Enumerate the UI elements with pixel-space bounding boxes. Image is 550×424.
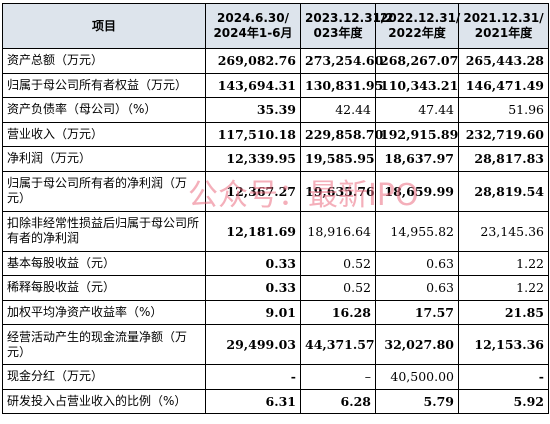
value-cell: – — [300, 364, 376, 390]
value-cell: 6.31 — [205, 388, 301, 414]
value-cell: 0.52 — [300, 250, 376, 276]
value-cell: 5.79 — [375, 388, 459, 414]
value-cell: 6.28 — [300, 388, 376, 414]
table-row: 经营活动产生的现金流量净额（万元） 29,499.03 44,371.57 32,02… — [2, 324, 549, 365]
value-cell: 17.57 — [375, 299, 459, 325]
row-label: 营业收入（万元） — [2, 121, 206, 147]
value-cell: 51.96 — [458, 97, 549, 123]
header-cell: 2021.12.31/ 2021年度 — [458, 3, 549, 49]
table-row: 基本每股收益（元） 0.33 0.52 0.63 1.22 — [2, 250, 549, 276]
value-cell: 269,082.76 — [205, 48, 301, 74]
value-cell: 146,471.49 — [458, 72, 549, 98]
value-cell: 1.22 — [458, 250, 549, 276]
value-cell: 32,027.80 — [375, 324, 459, 365]
value-cell: 42.44 — [300, 97, 376, 123]
value-cell: 12,153.36 — [458, 324, 549, 365]
row-label: 加权平均净资产收益率（%） — [2, 299, 206, 325]
header-cell: 2024.6.30/ 2024年1-6月 — [205, 3, 301, 49]
value-cell: 28,817.83 — [458, 146, 549, 172]
value-cell: 1.22 — [458, 275, 549, 301]
value-cell: 23,145.36 — [458, 210, 549, 252]
value-cell: 12,181.69 — [205, 210, 301, 252]
value-cell: 265,443.28 — [458, 48, 549, 74]
value-cell: 0.52 — [300, 275, 376, 301]
value-cell: 192,915.89 — [375, 121, 459, 147]
value-cell: 12,339.95 — [205, 146, 301, 172]
value-cell: 0.33 — [205, 275, 301, 301]
table-row: 资产总额（万元） 269,082.76 273,254.60 268,267.07 26… — [2, 48, 549, 74]
value-cell: 19,585.95 — [300, 146, 376, 172]
table-row: 稀释每股收益（元） 0.33 0.52 0.63 1.22 — [2, 275, 549, 301]
value-cell: 18,916.64 — [300, 210, 376, 252]
table-row: 资产负债率（母公司）（%） 35.39 42.44 47.44 51.96 — [2, 97, 549, 123]
table-body: 资产总额（万元） 269,082.76 273,254.60 268,267.07 26… — [2, 48, 549, 414]
value-cell: 110,343.21 — [375, 72, 459, 98]
value-cell: 40,500.00 — [375, 364, 459, 390]
value-cell: 19,635.76 — [300, 170, 376, 212]
value-cell: 229,858.70 — [300, 121, 383, 147]
table-row: 加权平均净资产收益率（%） 9.01 16.28 17.57 21.85 — [2, 299, 549, 325]
value-cell: 29,499.03 — [205, 324, 301, 365]
row-label: 现金分红（万元） — [2, 364, 206, 390]
value-cell: 12,367.27 — [205, 170, 301, 212]
value-cell: 130,831.95 — [300, 72, 383, 98]
value-cell: 18,637.97 — [375, 146, 459, 172]
row-label: 稀释每股收益（元） — [2, 275, 206, 301]
value-cell: 143,694.31 — [205, 72, 301, 98]
header-cell: 2023.12.31/2 023年度 — [300, 3, 394, 49]
value-cell: 5.92 — [458, 388, 549, 414]
value-cell: 232,719.60 — [458, 121, 549, 147]
table-row: 净利润（万元） 12,339.95 19,585.95 18,637.97 28,817… — [2, 146, 549, 172]
value-cell: 21.85 — [458, 299, 549, 325]
value-cell: 28,819.54 — [458, 170, 549, 212]
value-cell: 9.01 — [205, 299, 301, 325]
row-label: 资产总额（万元） — [2, 48, 206, 74]
row-label: 归属于母公司所有者的净利润（万元） — [2, 170, 206, 212]
row-label: 净利润（万元） — [2, 146, 206, 172]
table-row: 研发投入占营业收入的比例（%） 6.31 6.28 5.79 5.92 — [2, 388, 549, 414]
table-row: 归属于母公司所有者的净利润（万元） 12,367.27 19,635.76 18,65… — [2, 170, 549, 212]
value-cell: 14,955.82 — [375, 210, 459, 252]
value-cell: 18,659.99 — [375, 170, 459, 212]
table-row: 归属于母公司所有者权益（万元） 143,694.31 130,831.95 110,3… — [2, 72, 549, 98]
row-label: 研发投入占营业收入的比例（%） — [2, 388, 206, 414]
header-cell: 项目 — [2, 3, 206, 49]
table-row: 营业收入（万元） 117,510.18 229,858.70 192,915.89 23… — [2, 121, 549, 147]
header-row: 项目 2024.6.30/ 2024年1-6月 2023.12.31/2 023年度… — [2, 3, 549, 49]
row-label: 基本每股收益（元） — [2, 250, 206, 276]
value-cell: 117,510.18 — [205, 121, 301, 147]
row-label: 扣除非经常性损益后归属于母公司所有者的净利润 — [2, 210, 206, 252]
table-row: 现金分红（万元） - –40,500.00- — [2, 364, 549, 390]
value-cell: 0.63 — [375, 275, 459, 301]
value-cell: 16.28 — [300, 299, 376, 325]
value-cell: - — [205, 364, 301, 390]
value-cell: 0.33 — [205, 250, 301, 276]
table-row: 扣除非经常性损益后归属于母公司所有者的净利润 12,181.69 18,916.64… — [2, 210, 549, 252]
header-cell: 2022.12.31/ 2022年度 — [375, 3, 460, 49]
row-label: 经营活动产生的现金流量净额（万元） — [2, 324, 206, 365]
value-cell: 268,267.07 — [375, 48, 459, 74]
financial-table: 项目 2024.6.30/ 2024年1-6月 2023.12.31/2 023年度… — [2, 3, 549, 414]
value-cell: 273,254.60 — [300, 48, 383, 74]
value-cell: 0.63 — [375, 250, 459, 276]
row-label: 归属于母公司所有者权益（万元） — [2, 72, 206, 98]
row-label: 资产负债率（母公司）（%） — [2, 97, 206, 123]
value-cell: 44,371.57 — [300, 324, 376, 365]
value-cell: - — [458, 364, 549, 390]
value-cell: 47.44 — [375, 97, 459, 123]
value-cell: 35.39 — [205, 97, 301, 123]
